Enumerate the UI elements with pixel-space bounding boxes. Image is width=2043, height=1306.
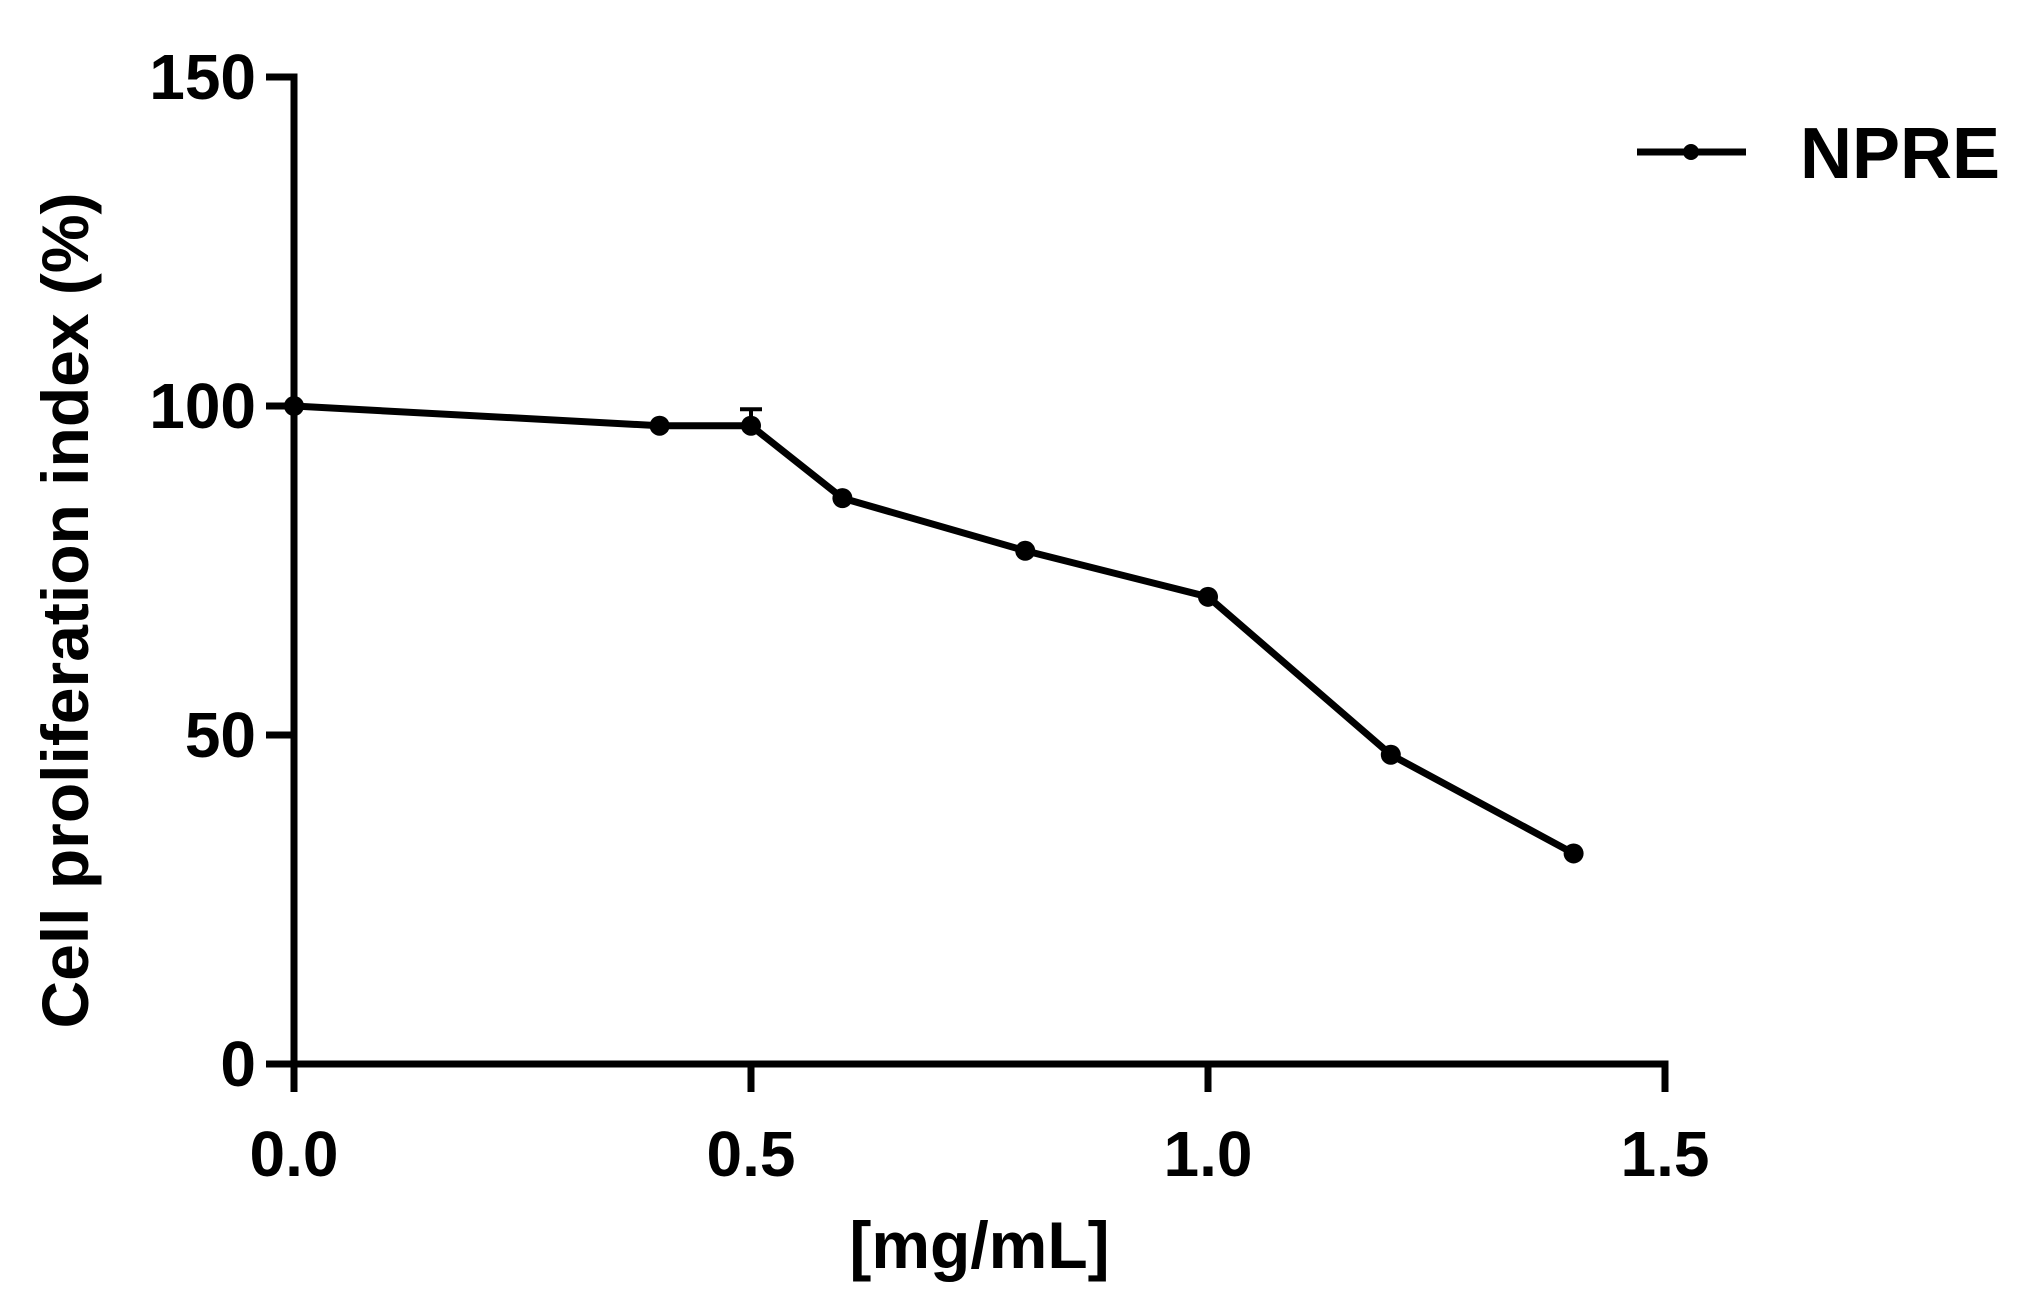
axes: 0.0 0.5 1.0 1.5 0 50 100 150 — [149, 41, 1709, 1190]
x-axis-ticks: 0.0 0.5 1.0 1.5 — [250, 1064, 1710, 1190]
y-tick-label: 50 — [185, 699, 256, 771]
y-axis-ticks: 0 50 100 150 — [149, 41, 294, 1100]
data-point — [1198, 586, 1218, 607]
x-axis-title: [mg/mL] — [849, 1208, 1109, 1282]
data-point — [741, 415, 761, 436]
data-point — [649, 415, 670, 436]
x-tick-label: 1.5 — [1621, 1118, 1710, 1190]
legend-label-npre: NPRE — [1800, 114, 2000, 194]
y-axis-title: Cell proliferation index (%) — [28, 192, 102, 1028]
legend-marker — [1683, 144, 1699, 160]
x-tick-label: 0.5 — [707, 1118, 796, 1190]
data-point — [832, 488, 853, 509]
x-tick-label: 1.0 — [1164, 1118, 1253, 1190]
data-point — [284, 396, 304, 416]
data-point — [1380, 744, 1401, 765]
x-tick-label: 0.0 — [250, 1118, 339, 1190]
y-tick-label: 0 — [220, 1028, 256, 1100]
data-point — [1015, 540, 1036, 561]
legend: NPRE — [1637, 114, 2000, 194]
plot-series — [284, 396, 1584, 864]
y-tick-label: 150 — [149, 41, 256, 113]
series-line — [293, 402, 1576, 857]
data-point — [1563, 843, 1584, 864]
y-tick-label: 100 — [149, 370, 256, 442]
